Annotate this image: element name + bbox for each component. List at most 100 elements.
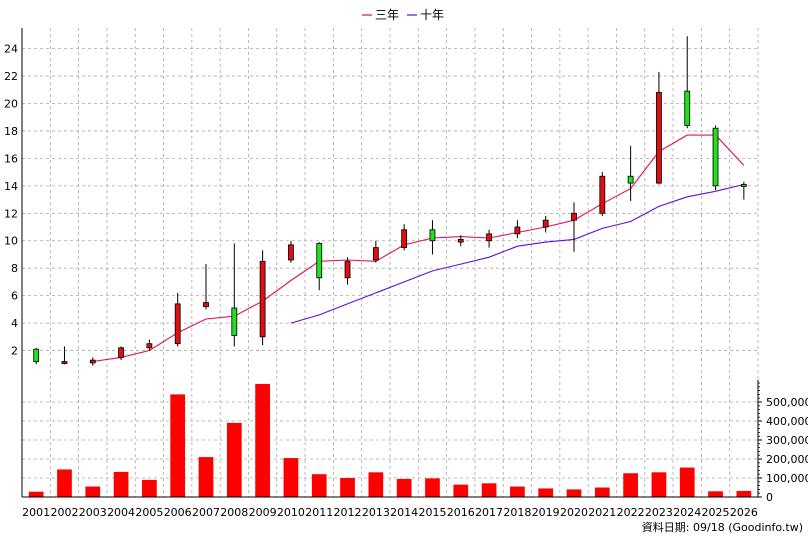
volume-bar (340, 478, 355, 497)
candle-body (61, 361, 68, 364)
year-tick-label: 2007 (192, 506, 220, 519)
candle-body (89, 359, 96, 364)
volume-tick-label: 500,000 (766, 396, 808, 409)
moving-averages (92, 134, 745, 363)
candle-body (514, 226, 521, 235)
candle-body (542, 219, 549, 228)
year-tick-label: 2005 (135, 506, 163, 519)
volume-bar (708, 491, 723, 497)
candle-body (146, 343, 153, 349)
candle-body (259, 260, 266, 338)
candle-body (288, 244, 294, 261)
candle-body (457, 238, 464, 243)
ma3-line (92, 134, 745, 363)
year-tick-label: 2004 (107, 506, 135, 519)
year-tick-label: 2019 (532, 506, 560, 519)
candle-body (401, 229, 408, 249)
volume-bar (679, 467, 695, 497)
price-tick-label: 12 (4, 207, 18, 220)
price-tick-label: 6 (11, 290, 18, 303)
volume-bar (170, 394, 186, 497)
volume-bar (198, 457, 214, 497)
volume-bar (142, 479, 157, 497)
volume-bar (623, 473, 638, 497)
year-tick-label: 2023 (645, 506, 673, 519)
year-tick-label: 2008 (220, 506, 248, 519)
candle-body (712, 127, 719, 187)
volume-bar (283, 458, 299, 497)
candle-body (118, 347, 124, 358)
volume-tick-label: 200,000 (766, 453, 808, 466)
candle-body (656, 92, 662, 184)
year-tick-label: 2022 (617, 506, 645, 519)
year-tick-label: 2016 (447, 506, 475, 519)
volume-bars (28, 383, 752, 497)
price-tick-label: 20 (4, 97, 18, 110)
candle-body (174, 303, 181, 345)
price-tick-label: 24 (4, 43, 18, 56)
year-tick-label: 2011 (305, 506, 333, 519)
volume-bar (255, 383, 270, 497)
candle-body (684, 90, 691, 126)
candle-body (571, 212, 577, 221)
volume-bar (736, 490, 752, 497)
year-tick-label: 2026 (730, 506, 758, 519)
volume-bar (481, 483, 497, 497)
candle-body (429, 229, 436, 242)
price-tick-label: 22 (4, 70, 18, 83)
year-tick-label: 2017 (475, 506, 503, 519)
candle-body (740, 184, 747, 187)
volume-bar (594, 487, 610, 497)
volume-tick-label: 300,000 (766, 434, 808, 447)
year-tick-label: 2009 (249, 506, 277, 519)
price-tick-label: 8 (11, 262, 18, 275)
price-tick-label: 14 (4, 180, 18, 193)
volume-bar (425, 478, 440, 497)
year-tick-label: 2006 (164, 506, 192, 519)
volume-bar (28, 491, 44, 497)
volume-bar (453, 484, 469, 497)
volume-tick-label: 100,000 (766, 472, 808, 485)
ma10-line (290, 183, 744, 324)
volume-tick-label: 400,000 (766, 415, 808, 428)
legend: 三年 十年 (362, 8, 444, 22)
year-tick-label: 2025 (702, 506, 730, 519)
candle-body (486, 233, 492, 242)
source-note: 資料日期: 09/18 (Goodinfo.tw) (642, 520, 803, 534)
volume-bar (510, 486, 525, 497)
year-tick-label: 2003 (79, 506, 107, 519)
year-tick-label: 2021 (588, 506, 616, 519)
candle-body (316, 243, 323, 279)
year-tick-label: 2018 (503, 506, 531, 519)
price-tick-label: 18 (4, 125, 18, 138)
volume-bar (368, 472, 384, 497)
volume-bar (311, 474, 327, 497)
legend-label-ma10: 十年 (420, 8, 444, 22)
grid (21, 28, 759, 498)
year-tick-label: 2015 (418, 506, 446, 519)
volume-bar (396, 478, 412, 497)
volume-bar (85, 486, 101, 497)
price-tick-label: 16 (4, 152, 18, 165)
volume-bar (113, 471, 129, 497)
year-tick-label: 2001 (22, 506, 50, 519)
year-tick-label: 2010 (277, 506, 305, 519)
volume-bar (57, 469, 72, 497)
year-tick-label: 2012 (334, 506, 362, 519)
candle-body (203, 302, 209, 308)
year-tick-label: 2013 (362, 506, 390, 519)
volume-bar (226, 422, 242, 497)
candle-body (599, 175, 606, 214)
price-candles (33, 36, 747, 366)
year-tick-label: 2002 (50, 506, 78, 519)
year-tick-label: 2024 (673, 506, 701, 519)
legend-label-ma3: 三年 (375, 8, 399, 22)
volume-bar (538, 488, 554, 497)
price-tick-label: 4 (11, 317, 18, 330)
volume-bar (651, 472, 667, 497)
volume-bar (566, 489, 582, 497)
price-tick-label: 2 (11, 345, 18, 358)
candle-body (344, 260, 351, 279)
candle-body (627, 175, 634, 184)
